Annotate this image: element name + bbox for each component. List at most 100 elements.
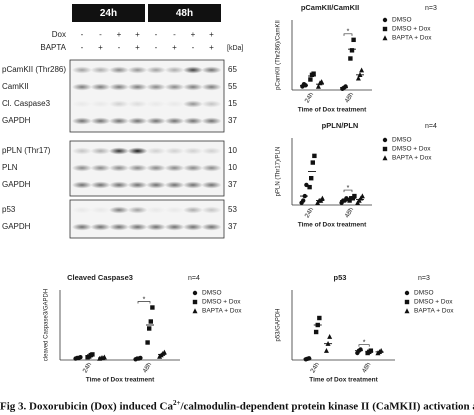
band (183, 206, 203, 214)
band-kda: 37 (228, 180, 237, 189)
band (146, 147, 166, 155)
band (183, 147, 203, 155)
band-label: pCamKII (Thr286) (2, 65, 66, 74)
x-tick-label: 24h (304, 91, 316, 104)
band (164, 100, 185, 108)
band (72, 147, 92, 155)
legend-label: DMSO + Dox (392, 26, 431, 33)
point (309, 176, 314, 181)
legend-label: BAPTA + Dox (414, 308, 454, 315)
legend-marker (404, 299, 410, 305)
legend-label: DMSO + Dox (392, 146, 431, 153)
band (183, 164, 203, 172)
n-label: n=4 (425, 123, 437, 130)
point (147, 326, 152, 331)
band (164, 164, 185, 172)
legend-label: BAPTA + Dox (202, 308, 242, 315)
point (101, 354, 107, 360)
point (359, 193, 365, 199)
condition-sign: - (118, 43, 121, 52)
band-kda: 10 (228, 163, 237, 172)
band (127, 181, 148, 189)
band (146, 223, 166, 231)
significance-bracket (343, 33, 353, 36)
condition-sign: - (81, 30, 84, 39)
band (109, 100, 129, 108)
band (201, 117, 222, 125)
point (348, 56, 353, 61)
figure-graphics: 24h 48h Dox - - + + - - + + BAPTA - + - + - + - + [kDa] pCamK… (2, 3, 454, 384)
band (109, 117, 129, 125)
n-label: n=4 (188, 275, 200, 282)
band (72, 181, 92, 189)
band (109, 147, 129, 155)
band (90, 100, 111, 108)
point (378, 347, 384, 353)
n-label: n=3 (425, 5, 437, 12)
band (127, 100, 148, 108)
legend-label: DMSO (392, 137, 412, 144)
band (183, 100, 203, 108)
point (355, 75, 361, 81)
band (146, 100, 166, 108)
band-kda: 15 (228, 99, 237, 108)
legend-label: DMSO (392, 17, 412, 24)
time-header (148, 4, 221, 22)
point (301, 198, 306, 203)
point (325, 340, 331, 346)
band (127, 117, 148, 125)
legend-marker (404, 290, 410, 296)
band (72, 83, 92, 91)
legend-marker (192, 299, 198, 305)
significance-bracket (343, 189, 353, 193)
legend-marker (404, 308, 410, 314)
band (72, 206, 92, 214)
band (90, 147, 111, 155)
y-axis-label: p53/GAPDH (276, 308, 282, 341)
band (146, 206, 166, 214)
point (310, 160, 315, 165)
band (146, 83, 166, 91)
band (72, 164, 92, 172)
band (164, 117, 185, 125)
band-label: p53 (2, 205, 16, 214)
condition-sign: - (173, 30, 176, 39)
condition-sign: - (192, 43, 195, 52)
legend-marker (382, 26, 388, 32)
condition-sign: - (155, 43, 158, 52)
band-label: PLN (2, 163, 18, 172)
condition-label: BAPTA (40, 43, 66, 52)
band (72, 100, 92, 108)
point (150, 305, 155, 310)
condition-sign: - (81, 43, 84, 52)
significance-star: * (143, 296, 146, 303)
band (201, 100, 222, 108)
point (313, 329, 319, 335)
band (164, 181, 185, 189)
time-label: 48h (176, 8, 193, 19)
legend-label: DMSO (202, 290, 222, 297)
significance-star: * (347, 29, 350, 36)
caption-text: Fig 3. Doxorubicin (Dox) induced Ca (0, 400, 173, 413)
band (109, 181, 129, 189)
point (323, 347, 329, 353)
band (201, 206, 222, 214)
point (161, 349, 167, 355)
legend-marker (382, 146, 388, 152)
band-label: CamKII (2, 82, 29, 91)
band (127, 66, 148, 74)
chart-title: Cleaved Caspase3 (67, 273, 133, 282)
point (306, 356, 312, 361)
band (90, 83, 111, 91)
point (138, 355, 143, 361)
band (201, 83, 222, 91)
band (146, 117, 166, 125)
band (183, 181, 203, 189)
band-kda: 10 (228, 146, 237, 155)
significance-star: * (347, 185, 350, 192)
legend-marker (192, 308, 198, 314)
condition-sign: + (117, 30, 122, 39)
condition-sign: + (135, 30, 140, 39)
condition-sign: + (209, 30, 214, 39)
